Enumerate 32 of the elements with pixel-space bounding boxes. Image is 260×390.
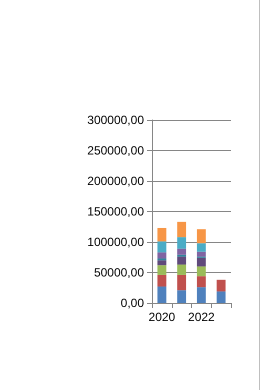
bar <box>177 237 186 249</box>
bar <box>196 287 206 303</box>
y-tick-label: 200000,00 <box>87 174 144 188</box>
bar <box>177 274 186 290</box>
bar <box>177 290 186 303</box>
y-tick-label: 0,00 <box>120 296 144 310</box>
bar <box>196 252 206 257</box>
bar <box>157 260 166 266</box>
x-tick-label: 2020 <box>148 310 176 324</box>
bar <box>196 243 206 252</box>
bar <box>216 291 226 303</box>
bar <box>157 228 166 242</box>
x-tick-label: 2022 <box>188 310 216 324</box>
bar <box>196 229 206 244</box>
y-tick-label: 250000,00 <box>87 144 144 158</box>
bar <box>177 222 186 238</box>
y-tick-label: 100000,00 <box>87 235 144 249</box>
bar <box>196 266 206 276</box>
bar <box>157 274 166 287</box>
bar <box>177 264 186 275</box>
y-tick-label: 150000,00 <box>87 204 144 218</box>
y-tick-label: 300000,00 <box>87 113 144 127</box>
bar <box>177 248 186 255</box>
bar <box>157 252 166 258</box>
bar <box>196 276 206 288</box>
bar <box>196 258 206 266</box>
bar <box>216 280 226 292</box>
bar <box>157 286 166 303</box>
bar <box>157 241 166 252</box>
bar <box>177 256 186 265</box>
y-tick-label: 50000,00 <box>94 266 144 280</box>
bar <box>157 265 166 275</box>
